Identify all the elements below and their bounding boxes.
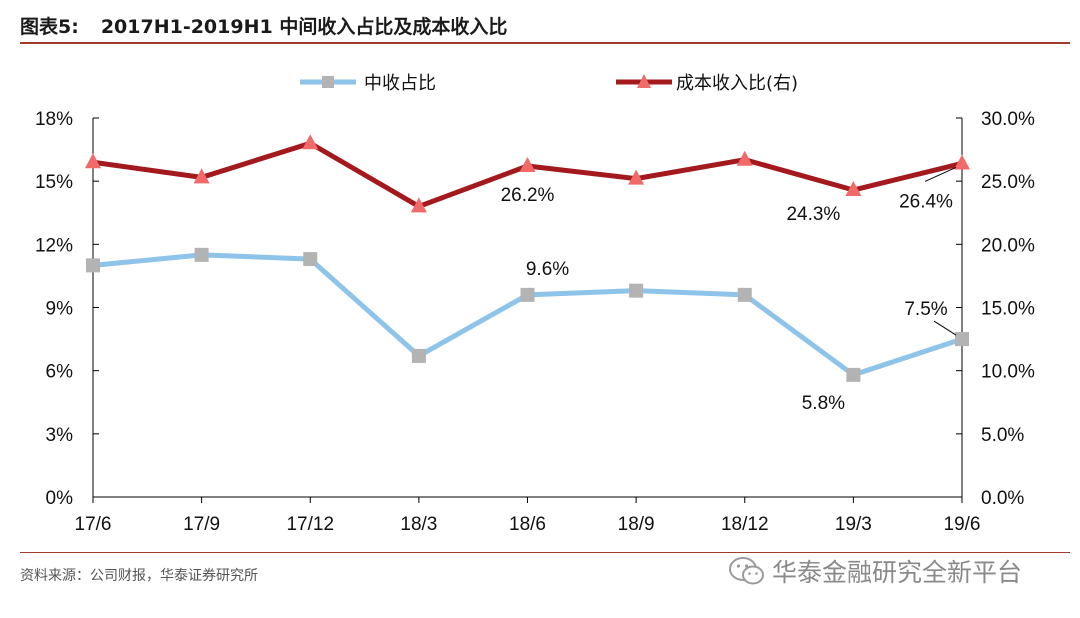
data-point-series-1 xyxy=(629,283,644,298)
data-label: 26.4% xyxy=(899,191,953,212)
line-chart: 0% 3% 6% 9% 12% 15% 18% 0.0% 5.0% 10.0% 15.0% 20.0%… xyxy=(35,73,1035,535)
data-point-series-2 xyxy=(410,197,427,213)
wechat-icon xyxy=(729,557,764,585)
data-label: 9.6% xyxy=(526,259,569,280)
right-tick-label: 5.0% xyxy=(981,425,1024,446)
right-tick-label: 0.0% xyxy=(981,488,1024,509)
data-point-series-2 xyxy=(954,154,970,170)
data-point-series-1 xyxy=(955,332,969,347)
data-point-series-1 xyxy=(411,348,426,363)
data-point-series-2 xyxy=(736,150,753,166)
data-point-series-1 xyxy=(846,367,861,382)
left-tick-label: 0% xyxy=(46,488,74,509)
data-label: 26.2% xyxy=(501,185,555,206)
data-label: 7.5% xyxy=(904,299,947,320)
data-point-series-1 xyxy=(737,287,752,302)
x-tick-label: 19/6 xyxy=(944,514,981,535)
data-point-series-1 xyxy=(520,287,535,302)
figure-title-text: 2017H1-2019H1 中间收入占比及成本收入比 xyxy=(100,16,508,38)
left-tick-label: 12% xyxy=(35,235,73,256)
leader-line xyxy=(924,167,957,182)
left-tick-label: 3% xyxy=(46,425,74,446)
left-tick-label: 15% xyxy=(35,172,73,193)
chart-axes: 0% 3% 6% 9% 12% 15% 18% 0.0% 5.0% 10.0% 15.0% 20.0%… xyxy=(35,109,1035,535)
footer-rule xyxy=(20,552,1070,553)
left-tick-label: 9% xyxy=(46,299,74,320)
legend-marker-series-1 xyxy=(322,76,334,88)
left-tick-label: 18% xyxy=(35,109,73,130)
x-tick-label: 19/3 xyxy=(835,514,872,535)
x-tick-label: 18/9 xyxy=(618,514,655,535)
x-tick-label: 18/3 xyxy=(400,514,437,535)
figure-label: 图表5: xyxy=(20,16,79,38)
watermark: 华泰金融研究全新平台 xyxy=(728,553,1022,589)
data-point-series-1 xyxy=(86,258,100,273)
x-tick-label: 17/6 xyxy=(75,514,112,535)
legend-label-series-1: 中收占比 xyxy=(364,73,436,94)
legend-label-series-2: 成本收入比(右) xyxy=(676,73,798,94)
left-tick-label: 6% xyxy=(46,362,74,383)
right-tick-label: 30.0% xyxy=(981,109,1035,130)
chart-annotations: 26.2% 24.3% 26.4% 9.6% 5.8% 7.5% xyxy=(501,167,957,414)
source-note: 资料来源：公司财报，华泰证券研究所 xyxy=(20,568,258,584)
data-point-series-2 xyxy=(628,169,645,185)
right-tick-label: 20.0% xyxy=(981,235,1035,256)
data-point-series-2 xyxy=(845,181,862,197)
x-tick-label: 17/9 xyxy=(183,514,220,535)
data-label: 5.8% xyxy=(802,393,845,414)
data-point-series-1 xyxy=(303,252,318,267)
right-tick-label: 10.0% xyxy=(981,362,1035,383)
title-rule xyxy=(20,42,1070,44)
right-tick-label: 15.0% xyxy=(981,299,1035,320)
watermark-text: 华泰金融研究全新平台 xyxy=(772,558,1023,587)
data-point-series-1 xyxy=(194,247,209,262)
data-label: 24.3% xyxy=(786,204,840,225)
right-tick-label: 25.0% xyxy=(981,172,1035,193)
data-point-series-2 xyxy=(193,168,210,184)
legend-marker-series-2 xyxy=(637,74,651,88)
x-tick-label: 17/12 xyxy=(286,514,334,535)
data-point-series-2 xyxy=(519,157,536,173)
x-tick-label: 18/12 xyxy=(721,514,769,535)
data-point-series-2 xyxy=(85,153,101,169)
leader-line xyxy=(933,320,957,336)
figure-title: 图表5: 2017H1-2019H1 中间收入占比及成本收入比 xyxy=(20,12,507,39)
chart-legend: 中收占比 成本收入比(右) xyxy=(300,73,798,94)
x-tick-label: 18/6 xyxy=(509,514,546,535)
chart-series xyxy=(85,134,970,382)
data-point-series-2 xyxy=(302,134,319,150)
